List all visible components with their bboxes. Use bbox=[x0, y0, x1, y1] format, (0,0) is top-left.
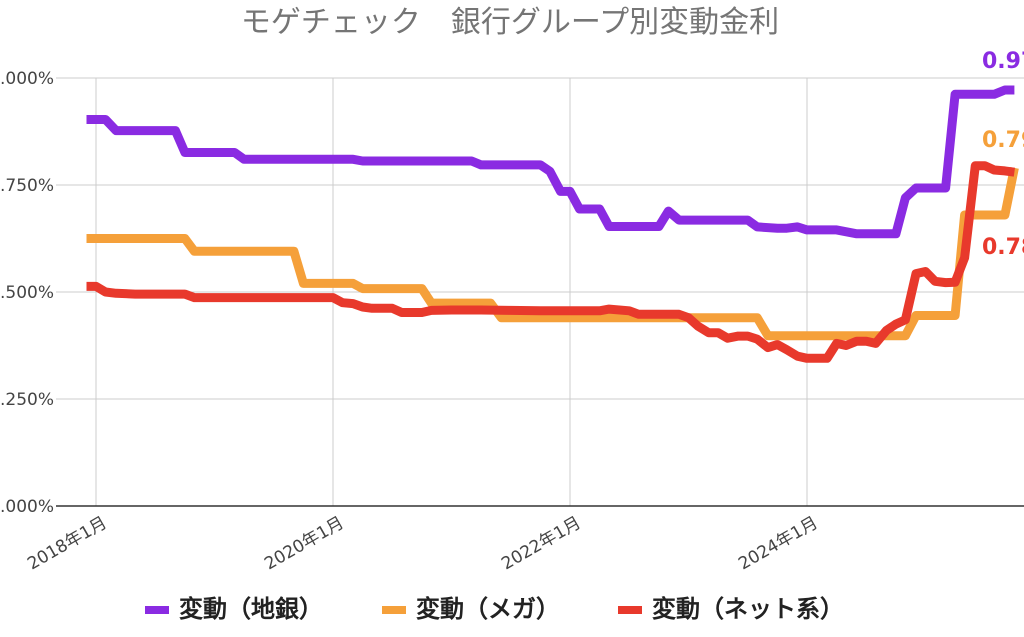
x-tick-label: 2022年1月 bbox=[498, 513, 584, 574]
series-lines bbox=[86, 85, 1019, 363]
end-value-label: 0.79 bbox=[982, 128, 1024, 153]
y-tick-label: 0.500% bbox=[0, 283, 54, 303]
x-tick-label: 2020年1月 bbox=[261, 513, 347, 574]
x-tick-label: 2018年1月 bbox=[24, 513, 110, 574]
legend-label: 変動（メガ） bbox=[416, 595, 560, 623]
gridlines bbox=[56, 77, 1024, 506]
y-tick-label: 0.000% bbox=[0, 497, 54, 517]
series-line-1 bbox=[86, 85, 1015, 239]
legend-swatch bbox=[145, 606, 169, 614]
chart-title: モゲチェック 銀行グループ別変動金利 bbox=[241, 5, 779, 40]
y-tick-label: 0.250% bbox=[0, 390, 54, 410]
series-line-3 bbox=[86, 161, 1016, 363]
end-value-label: 0.97 bbox=[982, 49, 1024, 74]
legend-swatch bbox=[382, 606, 406, 614]
legend-swatch bbox=[618, 606, 642, 614]
y-tick-label: 1.000% bbox=[0, 69, 54, 89]
end-value-label: 0.78 bbox=[982, 235, 1024, 260]
legend: 変動（地銀） 変動（メガ） 変動（ネット系） bbox=[145, 595, 844, 623]
y-tick-label: 0.750% bbox=[0, 176, 54, 196]
end-labels: 0.97 0.79 0.78 bbox=[982, 49, 1024, 260]
legend-label: 変動（ネット系） bbox=[652, 595, 844, 623]
legend-label: 変動（地銀） bbox=[179, 595, 323, 623]
x-tick-label: 2024年1月 bbox=[735, 513, 821, 574]
